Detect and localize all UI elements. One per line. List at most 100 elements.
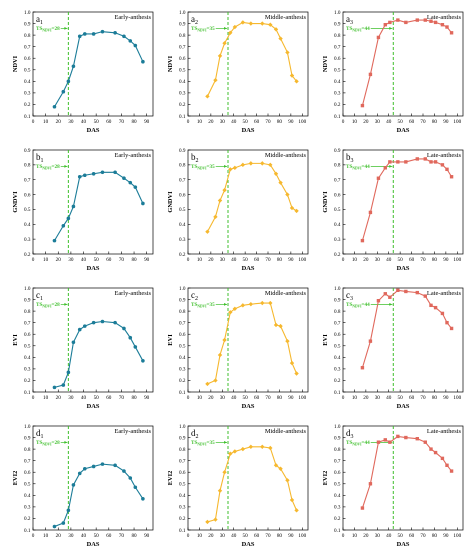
panel-title: Middle-anthesis (265, 14, 307, 21)
y-tick-label: 0.7 (179, 178, 186, 184)
panel-b2: 0.2 0.3 0.4 0.5 0.6 0.7 0.8 0.9 0 10 20 30 40 50 60 70 8… (167, 148, 309, 272)
ts-subscript: NDVI (197, 29, 207, 33)
data-point (368, 482, 373, 486)
panel-letter: a2 (191, 14, 198, 26)
y-tick-label: 0.6 (179, 470, 186, 476)
data-point (66, 508, 71, 513)
y-axis-label: NDVI (322, 55, 329, 72)
data-point (205, 94, 210, 99)
y-axis-label: EVI2 (167, 471, 174, 486)
data-point (100, 170, 105, 175)
y-tick-label: 0.3 (24, 237, 31, 243)
ts-subscript: NDVI (197, 443, 207, 447)
panel-letter: b2 (191, 152, 199, 164)
y-axis-label: NDVI (167, 55, 174, 72)
plot-frame (32, 287, 154, 393)
ts-value: =35 (207, 26, 216, 32)
data-point (77, 471, 82, 476)
panel-c2: 0.1 0.2 0.3 0.4 0.5 0.6 0.7 0.8 0.9 1.0 0 10 20 30 40 5… (167, 286, 309, 410)
data-point (61, 89, 66, 94)
x-tick-label: 60 (106, 119, 112, 125)
y-tick-label: 0.1 (334, 390, 341, 396)
data-point (205, 381, 210, 387)
y-tick-label: 1.0 (179, 286, 186, 292)
x-tick-label: 60 (409, 533, 415, 539)
y-tick-label: 0.2 (24, 378, 31, 384)
x-tick-label: 60 (254, 119, 260, 125)
y-tick-label: 0.4 (24, 355, 31, 361)
y-tick-label: 0.7 (334, 44, 341, 50)
y-tick-label: 0.7 (24, 44, 31, 50)
data-point (278, 36, 283, 41)
data-point (440, 456, 445, 461)
x-tick-label: 70 (119, 533, 125, 539)
data-point (122, 176, 126, 181)
panel-letter: c1 (36, 290, 43, 302)
data-point (396, 18, 400, 22)
y-tick-label: 1.0 (24, 10, 31, 16)
data-point (396, 288, 400, 293)
y-tick-label: 0.5 (24, 207, 31, 213)
y-axis-label: EVI (12, 334, 19, 346)
y-tick-label: 0.9 (179, 148, 186, 154)
x-tick-label: 20 (56, 533, 62, 539)
x-tick-label: 80 (131, 119, 137, 125)
ts-value: =44 (362, 302, 371, 308)
ts-label: TS (346, 164, 352, 170)
panel-letter: d1 (36, 428, 44, 440)
x-tick-label: 40 (386, 395, 392, 401)
data-point (383, 438, 387, 442)
y-tick-label: 0.8 (334, 309, 341, 315)
panel-title: Middle-anthesis (265, 290, 307, 297)
y-tick-label: 0.2 (334, 252, 341, 258)
y-tick-label: 0.1 (24, 114, 31, 120)
x-tick-label: 50 (398, 257, 404, 263)
data-point (141, 59, 145, 64)
y-tick-label: 0.6 (334, 56, 341, 62)
y-tick-label: 0.9 (179, 21, 186, 27)
ts-label: TS (191, 440, 197, 446)
data-point (100, 319, 105, 324)
panel-d3: 0.1 0.2 0.3 0.4 0.5 0.6 0.7 0.8 0.9 1.0 0 10 20 30 40 5… (322, 424, 464, 548)
panel-letter-sub: 3 (351, 434, 354, 440)
x-tick-label: 20 (208, 119, 214, 125)
y-tick-label: 0.5 (24, 482, 31, 488)
y-tick-label: 1.0 (24, 424, 31, 430)
y-tick-label: 0.2 (24, 252, 31, 258)
y-tick-label: 0.8 (179, 163, 186, 169)
x-tick-label: 60 (409, 257, 415, 263)
data-point (396, 160, 400, 164)
x-tick-label: 40 (231, 257, 237, 263)
y-tick-label: 0.4 (334, 222, 341, 228)
data-point (433, 160, 438, 164)
data-point (449, 175, 454, 179)
y-tick-label: 0.4 (24, 493, 31, 499)
x-tick-label: 20 (208, 395, 214, 401)
panel-letter-sub: 1 (41, 434, 44, 440)
data-point (285, 50, 290, 55)
y-tick-label: 1.0 (179, 10, 186, 16)
x-tick-label: 50 (398, 119, 404, 125)
ts-annotation: TSNDVI=35 (191, 440, 215, 447)
y-tick-label: 1.0 (334, 10, 341, 16)
y-tick-label: 0.6 (179, 56, 186, 62)
y-tick-label: 1.0 (334, 286, 341, 292)
data-point (122, 34, 126, 39)
x-axis-label: DAS (242, 127, 255, 134)
panel-letter-sub: 3 (350, 20, 353, 26)
data-point (294, 371, 299, 376)
x-tick-label: 30 (68, 533, 74, 539)
data-point (52, 385, 57, 390)
plot-frame (187, 287, 309, 393)
ts-value: =35 (207, 302, 216, 308)
data-point (77, 327, 82, 332)
data-point (445, 167, 449, 172)
x-axis-label: DAS (397, 541, 410, 548)
data-point (388, 160, 392, 164)
x-tick-label: 50 (398, 533, 404, 539)
data-point (82, 324, 87, 328)
y-tick-label: 0.7 (334, 320, 341, 326)
data-point (91, 464, 96, 469)
x-axis-label: DAS (87, 265, 100, 272)
x-tick-label: 30 (68, 395, 74, 401)
